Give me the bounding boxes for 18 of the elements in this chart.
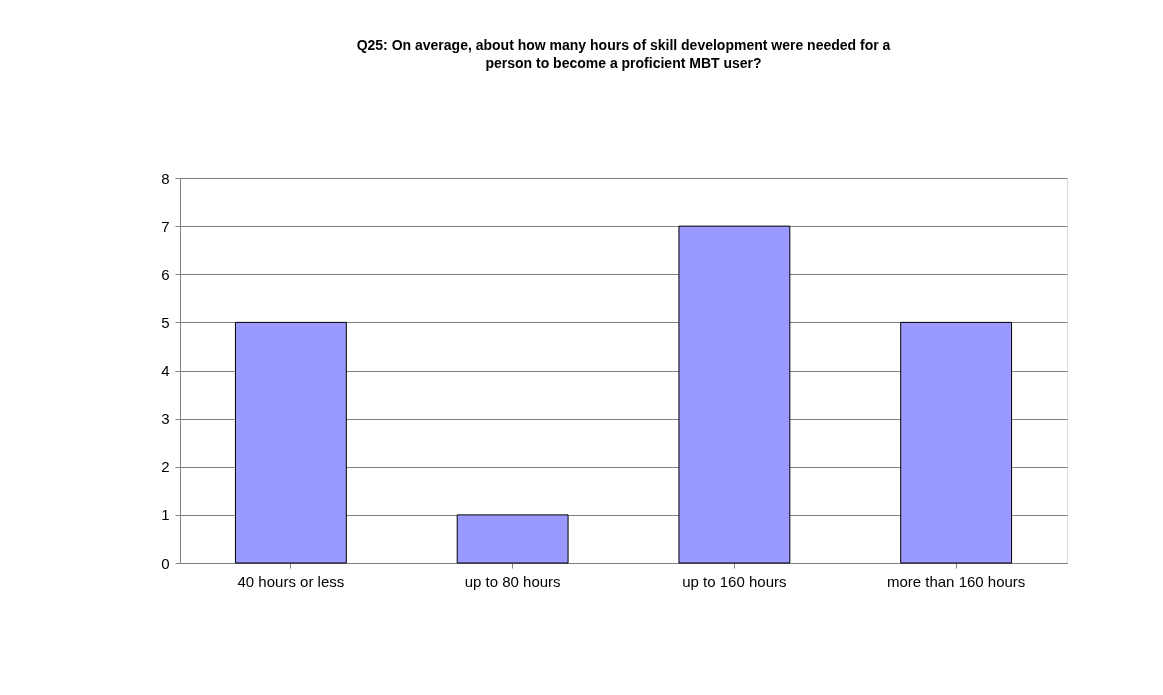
y-tick-label: 2 xyxy=(161,458,170,476)
y-tick-label: 5 xyxy=(161,313,170,331)
bar xyxy=(234,321,347,564)
bar xyxy=(900,321,1013,564)
y-tick-label: 7 xyxy=(161,217,170,235)
bar xyxy=(456,514,569,564)
y-tick-label: 3 xyxy=(161,410,170,428)
x-tick-label: up to 160 hours xyxy=(682,572,787,590)
x-tick-label: more than 160 hours xyxy=(886,572,1026,590)
y-tick-label: 0 xyxy=(161,554,170,572)
chart-title: Q25: On average, about how many hours of skill development were needed for a person to become a proficient MBT user? xyxy=(356,37,891,71)
y-tick-label: 6 xyxy=(161,265,170,283)
bar xyxy=(678,225,791,564)
y-tick-label: 1 xyxy=(161,506,170,524)
y-tick-label: 4 xyxy=(161,362,170,379)
y-tick-label: 8 xyxy=(161,169,170,187)
x-tick-label: up to 80 hours xyxy=(464,572,561,590)
x-tick-label: 40 hours or less xyxy=(237,572,345,590)
